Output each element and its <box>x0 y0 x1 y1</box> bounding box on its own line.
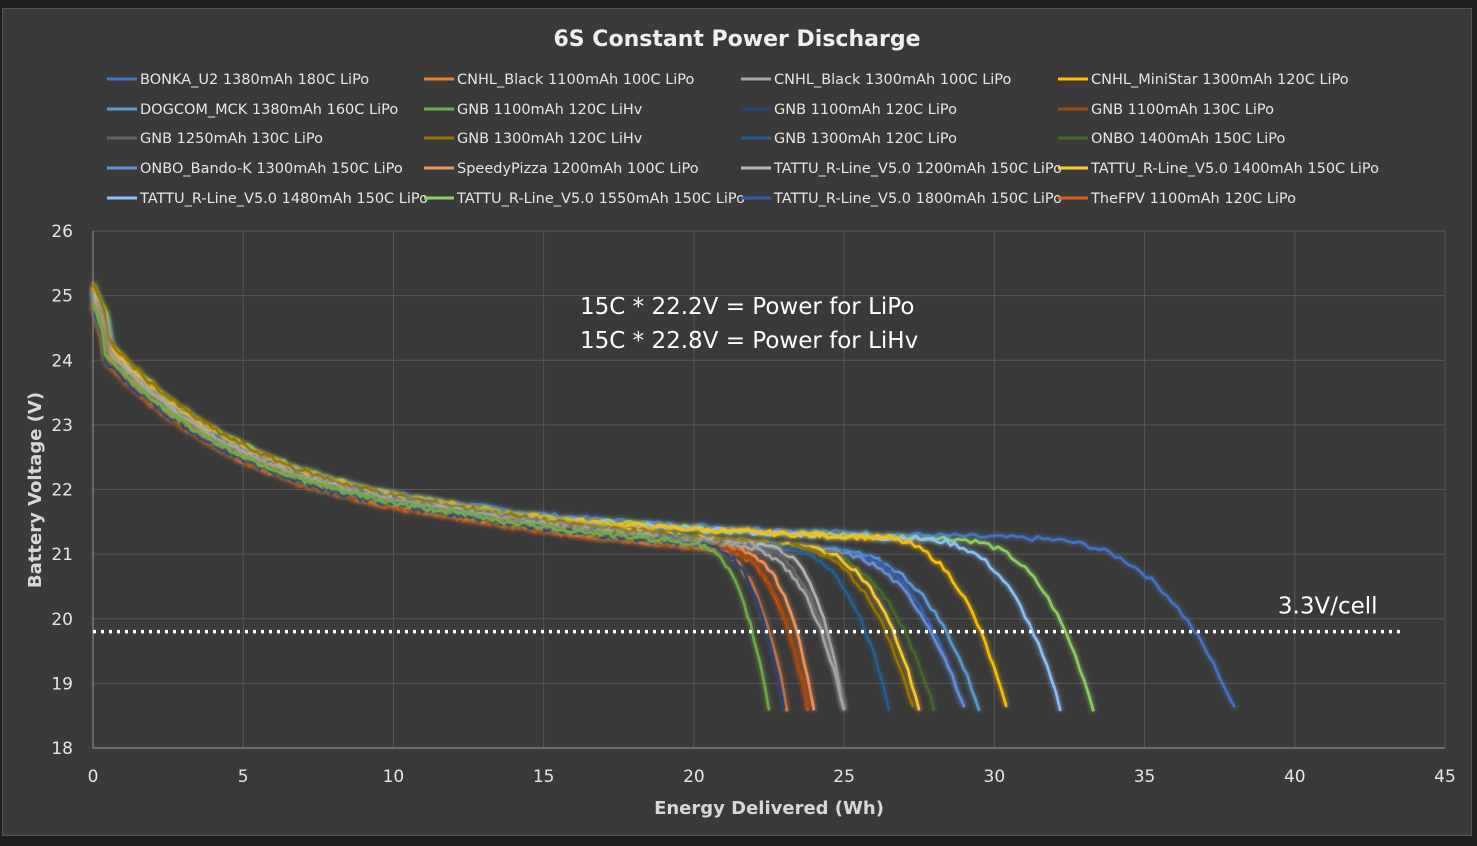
x-tick-label: 30 <box>984 767 1006 787</box>
legend-item: GNB 1250mAh 130C LiPo <box>107 131 323 147</box>
x-tick-label: 10 <box>383 767 405 787</box>
legend-item: TheFPV 1100mAh 120C LiPo <box>1058 191 1296 207</box>
legend-label: TATTU_R-Line_V5.0 1200mAh 150C LiPo <box>773 161 1062 177</box>
legend-item: SpeedyPizza 1200mAh 100C LiPo <box>424 161 699 177</box>
x-tick-label: 5 <box>238 767 249 787</box>
series-line <box>91 287 1008 708</box>
legend-label: GNB 1300mAh 120C LiPo <box>774 131 957 147</box>
x-tick-label: 0 <box>88 767 99 787</box>
legend-label: GNB 1250mAh 130C LiPo <box>140 131 323 147</box>
series-line <box>91 303 771 711</box>
legend-label: SpeedyPizza 1200mAh 100C LiPo <box>457 161 699 177</box>
chart-frame <box>2 8 1472 836</box>
y-tick-label: 20 <box>51 610 73 630</box>
legend-label: TheFPV 1100mAh 120C LiPo <box>1090 191 1296 207</box>
x-tick-label: 35 <box>1134 767 1156 787</box>
legend: BONKA_U2 1380mAh 180C LiPo CNHL_Black 110… <box>107 72 1379 207</box>
legend-item: TATTU_R-Line_V5.0 1200mAh 150C LiPo <box>741 161 1062 177</box>
y-axis-label: Battery Voltage (V) <box>25 392 46 588</box>
cutoff-label: 3.3V/cell <box>1278 594 1378 620</box>
x-tick-label: 40 <box>1284 767 1306 787</box>
legend-label: GNB 1100mAh 120C LiPo <box>774 102 957 118</box>
x-tick-label: 20 <box>683 767 705 787</box>
legend-label: TATTU_R-Line_V5.0 1800mAh 150C LiPo <box>773 191 1062 207</box>
chart-title: 6S Constant Power Discharge <box>554 27 921 52</box>
legend-item: GNB 1300mAh 120C LiHv <box>424 131 643 147</box>
legend-item: TATTU_R-Line_V5.0 1550mAh 150C LiPo <box>424 191 745 207</box>
legend-label: TATTU_R-Line_V5.0 1480mAh 150C LiPo <box>139 191 428 207</box>
series-line <box>91 293 846 711</box>
y-tick-label: 25 <box>51 287 73 307</box>
legend-label: CNHL_Black 1300mAh 100C LiPo <box>774 72 1012 88</box>
legend-item: DOGCOM_MCK 1380mAh 160C LiPo <box>107 102 398 118</box>
legend-label: BONKA_U2 1380mAh 180C LiPo <box>140 72 369 88</box>
legend-item: CNHL_MiniStar 1300mAh 120C LiPo <box>1058 72 1349 88</box>
legend-label: GNB 1100mAh 120C LiHv <box>457 102 643 118</box>
series-line <box>91 310 786 709</box>
y-tick-label: 18 <box>51 739 73 759</box>
legend-label: CNHL_Black 1100mAh 100C LiPo <box>457 72 695 88</box>
legend-label: ONBO 1400mAh 150C LiPo <box>1091 131 1285 147</box>
legend-label: CNHL_MiniStar 1300mAh 120C LiPo <box>1091 72 1349 88</box>
legend-item: GNB 1300mAh 120C LiPo <box>741 131 957 147</box>
annotation-lihv: 15C * 22.8V = Power for LiHv <box>580 328 918 354</box>
legend-item: TATTU_R-Line_V5.0 1800mAh 150C LiPo <box>741 191 1062 207</box>
y-tick-label: 24 <box>51 351 73 371</box>
legend-label: TATTU_R-Line_V5.0 1400mAh 150C LiPo <box>1090 161 1379 177</box>
y-tick-label: 21 <box>51 545 73 565</box>
legend-label: ONBO_Bando-K 1300mAh 150C LiPo <box>140 161 403 177</box>
legend-item: GNB 1100mAh 130C LiPo <box>1058 102 1274 118</box>
y-tick-label: 19 <box>51 674 73 694</box>
legend-item: ONBO 1400mAh 150C LiPo <box>1058 131 1285 147</box>
y-tick-label: 26 <box>51 222 73 242</box>
y-tick-label: 23 <box>51 416 73 436</box>
series-line <box>91 293 966 708</box>
x-axis-label: Energy Delivered (Wh) <box>654 798 884 819</box>
x-tick-label: 25 <box>833 767 855 787</box>
legend-item: GNB 1100mAh 120C LiHv <box>424 102 643 118</box>
legend-item: TATTU_R-Line_V5.0 1480mAh 150C LiPo <box>107 191 428 207</box>
legend-label: TATTU_R-Line_V5.0 1550mAh 150C LiPo <box>456 191 745 207</box>
legend-label: GNB 1100mAh 130C LiPo <box>1091 102 1274 118</box>
x-tick-label: 15 <box>533 767 555 787</box>
axes: 0 5 10 15 20 25 30 35 40 45 18 19 20 21 22 23 24 25 26 <box>51 222 1455 787</box>
annotation-lipo: 15C * 22.2V = Power for LiPo <box>580 294 914 320</box>
series-line <box>91 293 966 708</box>
legend-item: GNB 1100mAh 120C LiPo <box>741 102 957 118</box>
legend-label: DOGCOM_MCK 1380mAh 160C LiPo <box>140 102 398 118</box>
series-line <box>91 282 915 708</box>
y-tick-label: 22 <box>51 481 73 501</box>
legend-label: GNB 1300mAh 120C LiHv <box>457 131 643 147</box>
series-line <box>91 296 846 711</box>
legend-item: ONBO_Bando-K 1300mAh 150C LiPo <box>107 161 403 177</box>
legend-item: CNHL_Black 1300mAh 100C LiPo <box>741 72 1012 88</box>
series-line <box>91 295 891 712</box>
series-line <box>91 297 981 712</box>
x-tick-label: 45 <box>1434 767 1456 787</box>
series-layer <box>91 281 1236 712</box>
legend-item: TATTU_R-Line_V5.0 1400mAh 150C LiPo <box>1058 161 1379 177</box>
legend-item: BONKA_U2 1380mAh 180C LiPo <box>107 72 369 88</box>
legend-item: CNHL_Black 1100mAh 100C LiPo <box>424 72 695 88</box>
